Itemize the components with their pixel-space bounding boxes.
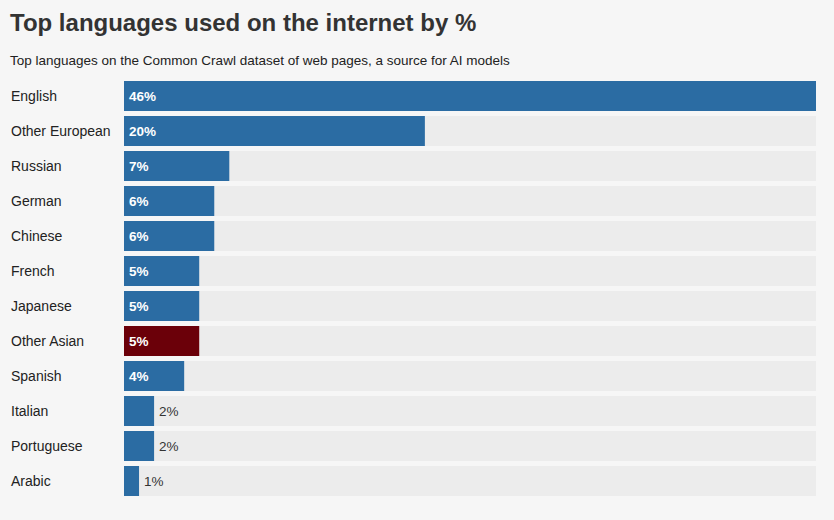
category-label: Portuguese xyxy=(11,438,83,454)
track xyxy=(124,291,816,321)
bars xyxy=(124,81,816,496)
track xyxy=(124,326,816,356)
track xyxy=(124,396,816,426)
data-label: 5% xyxy=(129,334,149,349)
track xyxy=(124,81,816,111)
category-label: French xyxy=(11,263,55,279)
track xyxy=(124,186,816,216)
category-label: Other European xyxy=(11,123,111,139)
category-label: Spanish xyxy=(11,368,62,384)
track xyxy=(124,256,816,286)
data-label: 20% xyxy=(129,124,156,139)
data-label: 5% xyxy=(129,299,149,314)
bar xyxy=(124,116,425,146)
category-label: Russian xyxy=(11,158,62,174)
category-label: German xyxy=(11,193,62,209)
track xyxy=(124,151,816,181)
bar xyxy=(124,396,154,426)
data-label: 5% xyxy=(129,264,149,279)
data-label: 2% xyxy=(159,439,179,454)
track xyxy=(124,466,816,496)
bar xyxy=(124,186,214,216)
background xyxy=(0,0,834,520)
bar xyxy=(124,151,229,181)
category-label: Japanese xyxy=(11,298,72,314)
bar xyxy=(124,221,214,251)
track xyxy=(124,431,816,461)
category-label: Other Asian xyxy=(11,333,84,349)
category-label: English xyxy=(11,88,57,104)
category-label: Italian xyxy=(11,403,48,419)
labels: English 46% Other European 20% Russian 7% Germ… xyxy=(11,88,179,489)
chart: Top languages used on the internet by % T… xyxy=(0,0,834,520)
category-label: Chinese xyxy=(11,228,63,244)
category-label: Arabic xyxy=(11,473,51,489)
bar xyxy=(124,291,199,321)
data-label: 7% xyxy=(129,159,149,174)
bar xyxy=(124,466,139,496)
track xyxy=(124,221,816,251)
subtitle: Top languages on the Common Crawl datase… xyxy=(10,53,510,68)
bar xyxy=(124,431,154,461)
data-label: 4% xyxy=(129,369,149,384)
data-label: 46% xyxy=(129,89,156,104)
bar xyxy=(124,81,816,111)
data-label: 1% xyxy=(144,474,164,489)
data-label: 2% xyxy=(159,404,179,419)
bar xyxy=(124,326,199,356)
title: Top languages used on the internet by % xyxy=(10,9,476,36)
track xyxy=(124,361,816,391)
bar xyxy=(124,361,184,391)
data-label: 6% xyxy=(129,229,149,244)
bar xyxy=(124,256,199,286)
track xyxy=(124,116,816,146)
data-label: 6% xyxy=(129,194,149,209)
tracks xyxy=(124,81,816,496)
